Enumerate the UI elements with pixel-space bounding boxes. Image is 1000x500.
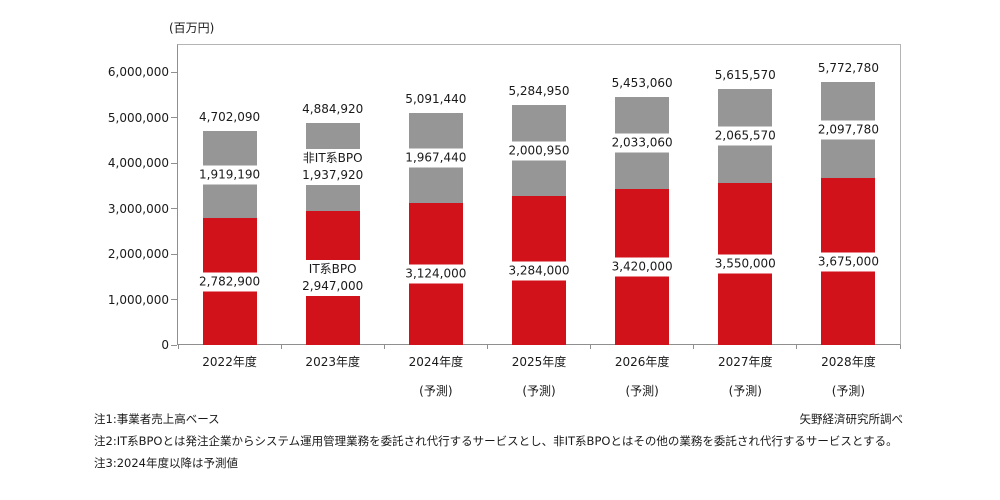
y-axis-tick: [171, 299, 177, 300]
x-axis-forecast-label: (予測): [728, 384, 762, 398]
unit-label: (百万円): [169, 21, 215, 35]
bar-value-label-non-it-bpo: 2,033,060: [607, 133, 677, 153]
bar-value-label-it-bpo: 3,550,000: [710, 254, 780, 274]
x-axis-category-label: 2028年度: [821, 355, 876, 369]
y-axis-tick: [171, 208, 177, 209]
note-1: 注1:事業者売上高ベース: [94, 412, 220, 426]
x-axis-tick: [693, 345, 695, 349]
y-axis-tick: [171, 117, 177, 118]
y-axis-tick: [171, 344, 177, 346]
bar-total-label: 5,615,570: [714, 68, 776, 82]
bar-value-label-it-bpo: 3,124,000: [401, 264, 471, 284]
bar-total-label: 5,091,440: [405, 92, 467, 106]
x-axis-tick: [796, 345, 798, 349]
bar-value-label-non-it-bpo: 1,919,190: [195, 165, 265, 184]
x-axis-forecast-label: (予測): [625, 384, 659, 398]
bar-value-label-it-bpo: 3,675,000: [813, 252, 883, 271]
series-value: 1,937,920: [302, 168, 364, 182]
y-axis-label: 0: [161, 338, 169, 352]
x-axis-category-label: 2024年度: [408, 355, 464, 369]
x-axis-tick: [486, 345, 488, 349]
bar-value-label-non-it-bpo: 2,065,570: [710, 126, 780, 146]
bar-value-label-it-bpo: 3,284,000: [504, 261, 574, 280]
x-axis-tick: [383, 345, 385, 349]
y-axis-label: 6,000,000: [107, 65, 169, 79]
x-axis-forecast-label: (予測): [831, 384, 866, 398]
note-2: 注2:IT系BPOとは発注企業からシステム運用管理業務を委託され代行するサービス…: [94, 434, 898, 448]
x-axis-category-label: 2022年度: [202, 355, 257, 369]
bar-value-label-non-it-bpo: 非IT系BPO 1,937,920: [298, 149, 368, 185]
bar-total-label: 5,772,780: [817, 61, 879, 75]
x-axis-tick: [590, 345, 592, 349]
bar-total-label: 4,702,090: [199, 110, 261, 124]
y-axis-label: 1,000,000: [107, 292, 169, 307]
bar-value-label-it-bpo: 3,420,000: [607, 257, 677, 277]
x-axis-tick: [280, 345, 282, 349]
y-axis-label: 5,000,000: [107, 110, 169, 125]
bar-total-label: 4,884,920: [302, 102, 364, 116]
y-axis-tick: [171, 71, 177, 73]
y-axis-label: 2,000,000: [107, 247, 169, 261]
series-name-it-bpo: IT系BPO: [308, 262, 357, 276]
series-name-non-it-bpo: 非IT系BPO: [302, 151, 363, 165]
source-credit: 矢野経済研究所調べ: [799, 412, 904, 426]
x-axis-category-label: 2027年度: [718, 355, 773, 369]
note-3: 注3:2024年度以降は予測値: [94, 456, 238, 470]
bar-value-label-non-it-bpo: 1,967,440: [401, 148, 471, 168]
x-axis-category-label: 2025年度: [511, 355, 567, 369]
bar-total-label: 5,284,950: [508, 84, 570, 98]
bar-value-label-non-it-bpo: 2,000,950: [504, 141, 574, 160]
x-axis-forecast-label: (予測): [419, 384, 453, 398]
y-axis-tick: [171, 253, 177, 255]
x-axis-forecast-label: (予測): [522, 384, 556, 398]
y-axis-tick: [171, 162, 177, 164]
x-axis-tick: [899, 345, 901, 349]
bar-value-label-it-bpo: IT系BPO 2,947,000: [298, 260, 368, 296]
bar-value-label-it-bpo: 2,782,900: [195, 272, 265, 291]
bar-value-label-non-it-bpo: 2,097,780: [813, 120, 883, 140]
x-axis-category-label: 2026年度: [614, 355, 670, 369]
y-axis-label: 3,000,000: [107, 201, 169, 216]
x-axis-tick: [177, 345, 179, 349]
series-value: 2,947,000: [302, 279, 364, 293]
bar-total-label: 5,453,060: [611, 76, 673, 90]
notes-block: 注1:事業者売上高ベース 矢野経済研究所調べ 注2:IT系BPOとは発注企業から…: [94, 412, 903, 478]
x-axis-category-label: 2023年度: [305, 355, 360, 369]
note-row-1: 注1:事業者売上高ベース 矢野経済研究所調べ: [94, 412, 903, 427]
y-axis-label: 4,000,000: [107, 156, 169, 170]
